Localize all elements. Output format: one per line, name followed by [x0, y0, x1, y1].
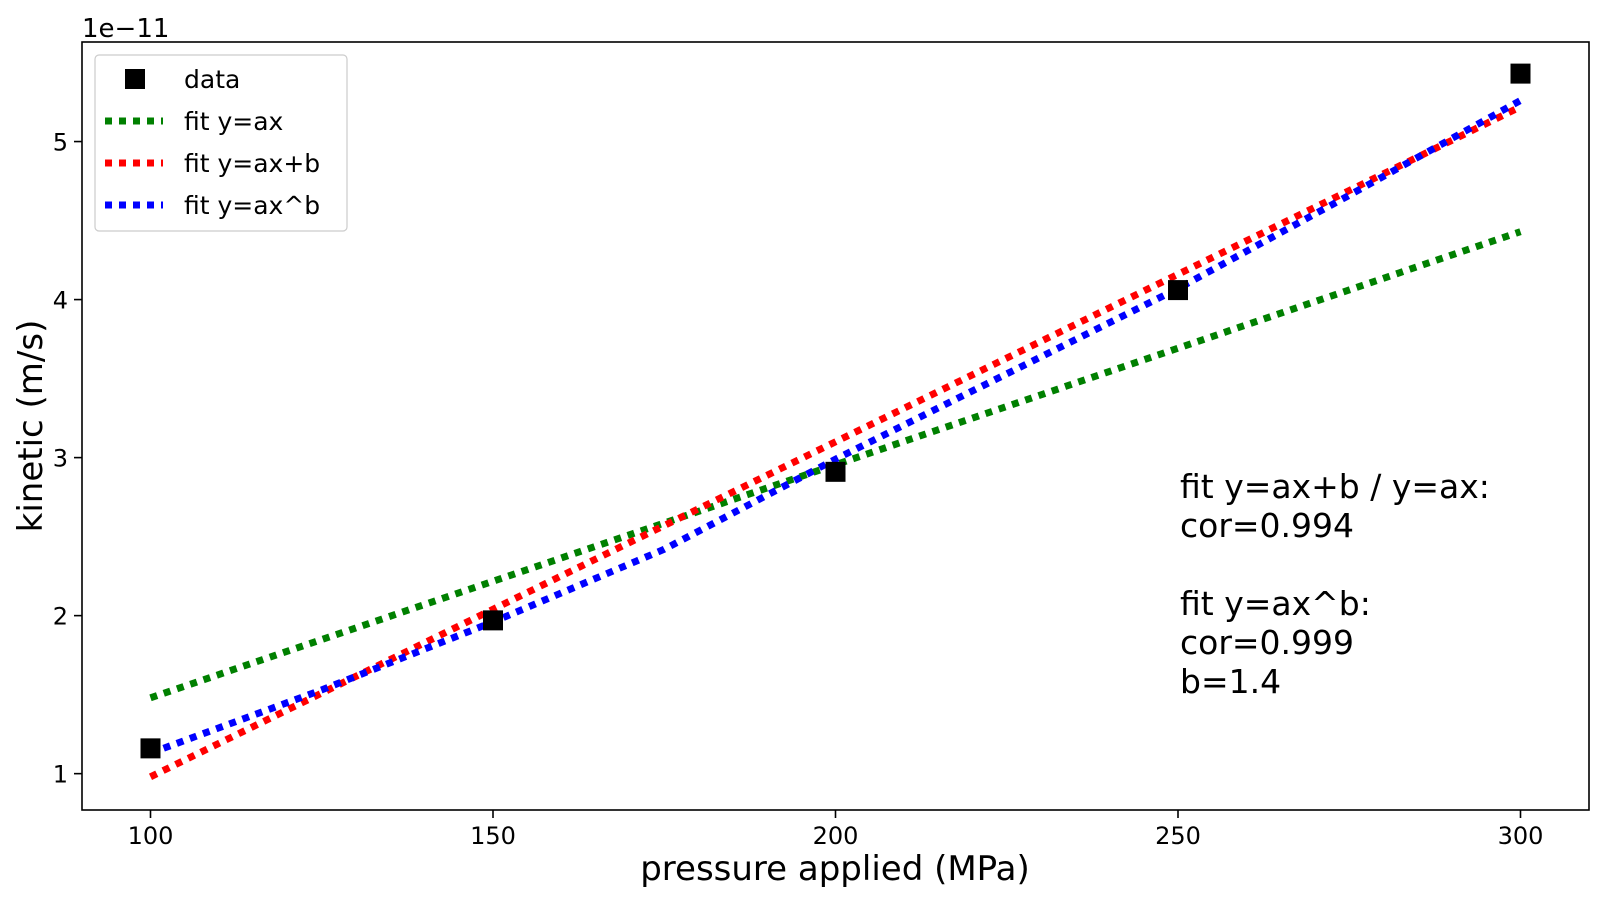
data-point [825, 461, 846, 482]
legend-label: fit y=ax^b [184, 191, 320, 220]
data-point [140, 738, 161, 759]
y-tick-label: 3 [53, 445, 68, 473]
legend-box [94, 54, 348, 232]
x-tick-label: 200 [813, 822, 859, 850]
x-axis-label: pressure applied (MPa) [640, 849, 1030, 889]
annotation-line: fit y=ax^b: [1180, 584, 1371, 623]
y-offset-text: 1e−11 [82, 14, 169, 44]
data-point [1168, 280, 1188, 301]
series-line-fit-y-ax-b [148, 103, 1523, 780]
y-tick-label: 4 [53, 287, 68, 315]
y-tick-label: 5 [53, 129, 68, 157]
y-tick-label: 1 [53, 761, 68, 789]
series-line-fit-y-ax [149, 228, 1522, 702]
legend-label: fit y=ax [184, 107, 283, 136]
annotation-line: cor=0.999 [1180, 623, 1354, 662]
x-tick-label: 100 [128, 822, 174, 850]
x-tick-label: 300 [1498, 822, 1544, 850]
annotation: fit y=ax+b / y=ax:cor=0.994 fit y=ax^b:co… [1180, 467, 1490, 701]
legend-label: data [184, 65, 240, 94]
data-point [1510, 63, 1531, 84]
x-tick-label: 250 [1155, 822, 1201, 850]
legend-marker [125, 69, 145, 89]
data-point [483, 610, 503, 631]
annotation-line: b=1.4 [1180, 662, 1281, 701]
x-tick-label: 150 [470, 822, 516, 850]
annotation-line: cor=0.994 [1180, 506, 1354, 545]
annotation-line: fit y=ax+b / y=ax: [1180, 467, 1490, 506]
series-line-fit-y-ax-b [149, 97, 1523, 757]
y-axis-label: kinetic (m/s) [11, 320, 51, 533]
y-tick-label: 2 [53, 603, 68, 631]
legend: data fit y=ax fit y=ax+b fit y=ax^b [94, 54, 348, 232]
plot-area [140, 63, 1531, 780]
legend-label: fit y=ax+b [184, 149, 320, 178]
